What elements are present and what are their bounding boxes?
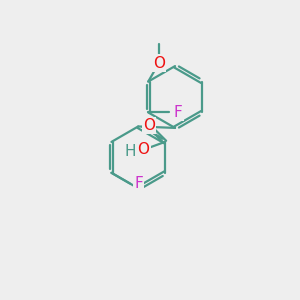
Text: F: F	[134, 176, 143, 191]
Text: O: O	[153, 56, 165, 71]
Text: F: F	[174, 105, 183, 120]
Text: O: O	[137, 142, 149, 157]
Text: O: O	[143, 118, 155, 133]
Text: H: H	[125, 144, 136, 159]
